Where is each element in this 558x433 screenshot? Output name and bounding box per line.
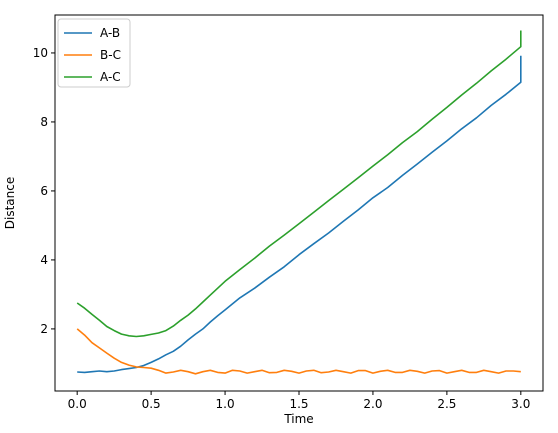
legend-label: B-C [100, 48, 121, 62]
series-line-b-c [76, 328, 521, 375]
x-tick-label: 2.5 [437, 397, 456, 411]
y-tick-label: 4 [40, 253, 48, 267]
x-axis-label: Time [283, 412, 313, 426]
x-tick-label: 2.0 [363, 397, 382, 411]
legend-box [57, 18, 131, 88]
x-tick-label: 1.0 [216, 397, 235, 411]
y-tick-label: 2 [40, 322, 48, 336]
x-axis: 0.0 0.5 1.0 1.5 2.0 2.5 3.0 [68, 391, 530, 411]
plot-area [55, 15, 543, 391]
y-axis: 2 4 6 8 10 [33, 46, 55, 336]
y-tick-label: 8 [40, 115, 48, 129]
y-tick-label: 6 [40, 184, 48, 198]
x-tick-label: 0.5 [142, 397, 161, 411]
legend: A-B B-C A-C [57, 18, 131, 88]
y-tick-label: 10 [33, 46, 48, 60]
series-line-a-b [77, 55, 522, 374]
series-layer [76, 30, 522, 375]
legend-label: A-C [100, 70, 121, 84]
x-tick-label: 1.5 [289, 397, 308, 411]
series-line-a-c [76, 30, 522, 338]
legend-label: A-B [100, 26, 120, 40]
y-axis-label: Distance [3, 177, 17, 229]
x-tick-label: 0.0 [68, 397, 87, 411]
x-tick-label: 3.0 [511, 397, 530, 411]
